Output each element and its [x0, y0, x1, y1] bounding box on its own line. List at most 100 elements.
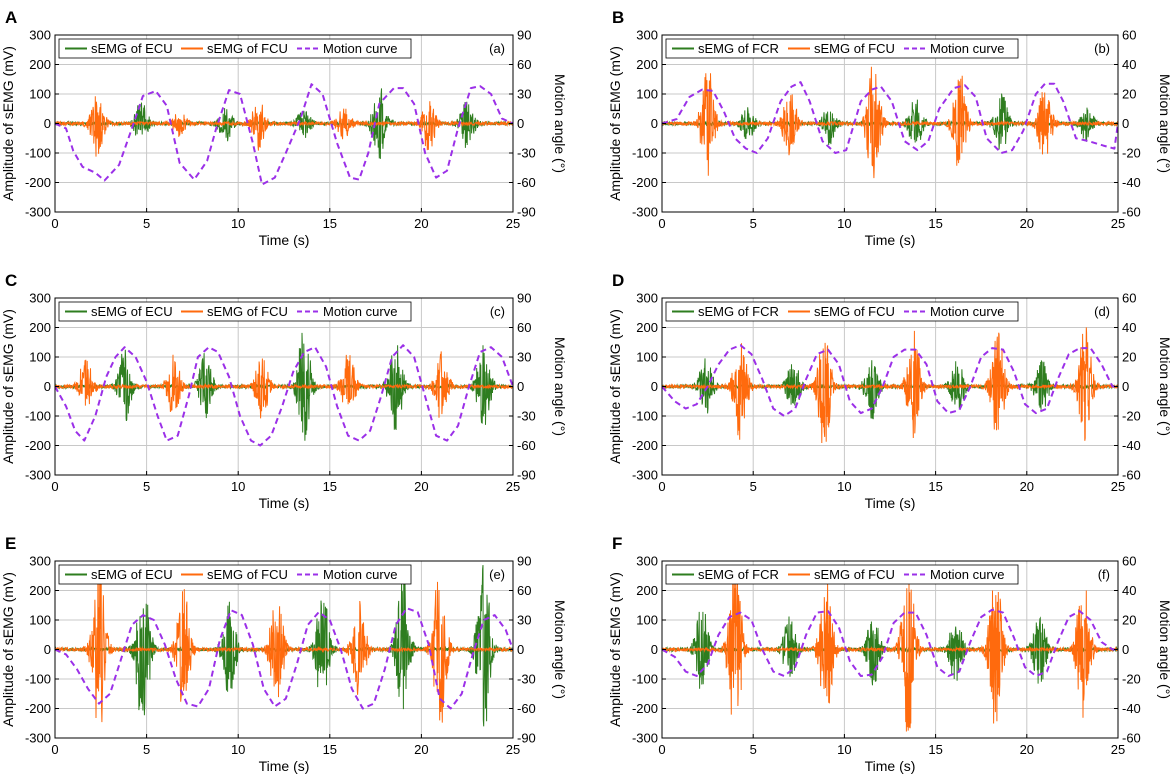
legend-label: sEMG of FCR — [698, 304, 779, 319]
y2-tick-label: 0 — [517, 642, 524, 657]
y-axis-label: Amplitude of sEMG (mV) — [0, 572, 16, 727]
panel-b: B0 5 10 15 20 25-300-200-1000100200300-60-40-… — [607, 8, 1170, 248]
legend: sEMG of ECU sEMG of FCU Motion curve — [58, 564, 412, 585]
y-tick-label: -200 — [632, 701, 658, 716]
y2-tick-label: 0 — [1122, 116, 1129, 131]
y2-axis-label: Motion angle (°) — [1157, 74, 1170, 173]
y2-tick-label: -20 — [1122, 409, 1141, 424]
panel-d: D0 5 10 15 20 25-300-200-1000100200300-60-40-… — [607, 271, 1170, 511]
x-tick-label: 5 — [143, 742, 150, 757]
y-tick-label: 0 — [44, 116, 51, 131]
y2-tick-label: 60 — [517, 320, 531, 335]
y2-tick-label: -40 — [1122, 175, 1141, 190]
y-axis-label: Amplitude of sEMG (mV) — [0, 46, 16, 201]
panel-letter: E — [5, 534, 16, 553]
x-tick-label: 10 — [837, 479, 851, 494]
y2-tick-label: -90 — [517, 731, 536, 746]
y2-axis-label: Motion angle (°) — [1157, 600, 1170, 699]
y2-tick-label: 90 — [517, 554, 531, 569]
y2-tick-label: -20 — [1122, 672, 1141, 687]
legend-box — [58, 564, 412, 585]
x-tick-label: 15 — [928, 742, 942, 757]
x-tick-label: 20 — [414, 216, 428, 231]
y2-axis-label: Motion angle (°) — [1157, 337, 1170, 436]
plot-area — [662, 569, 1118, 732]
legend-label: sEMG of FCU — [814, 567, 895, 582]
y-tick-label: -200 — [25, 175, 51, 190]
y2-tick-label: -60 — [517, 175, 536, 190]
y-axis-label: Amplitude of sEMG (mV) — [607, 572, 623, 727]
panel-f: F0 5 10 15 20 25-300-200-1000100200300-60-40-… — [607, 534, 1170, 774]
y-tick-label: 100 — [29, 350, 51, 365]
panel-letter: D — [612, 271, 624, 290]
y-tick-label: -100 — [632, 146, 658, 161]
legend-label: Motion curve — [323, 304, 397, 319]
plot-area — [55, 332, 513, 447]
y2-tick-label: 20 — [1122, 350, 1136, 365]
y2-tick-label: 40 — [1122, 583, 1136, 598]
y-tick-label: 300 — [29, 291, 51, 306]
y-tick-label: 0 — [651, 116, 658, 131]
x-tick-label: 15 — [323, 742, 337, 757]
y-tick-label: 100 — [29, 87, 51, 102]
panel-tag: (e) — [489, 567, 505, 582]
panel-letter: C — [5, 271, 17, 290]
legend-box — [665, 301, 1019, 322]
x-tick-label: 25 — [506, 742, 520, 757]
x-tick-label: 25 — [506, 216, 520, 231]
legend: sEMG of ECU sEMG of FCU Motion curve — [58, 301, 412, 322]
x-tick-label: 25 — [506, 479, 520, 494]
y-tick-label: 300 — [636, 291, 658, 306]
x-axis-label: Time (s) — [259, 232, 310, 248]
panel-letter: A — [5, 8, 17, 27]
y-tick-label: -300 — [25, 205, 51, 220]
legend: sEMG of ECU sEMG of FCU Motion curve — [58, 38, 412, 59]
series-line-motion-curve — [662, 608, 1118, 677]
x-axis-label: Time (s) — [259, 758, 310, 774]
y-tick-label: 200 — [636, 57, 658, 72]
legend: sEMG of FCR sEMG of FCU Motion curve — [665, 38, 1019, 59]
series-line-motion-curve — [55, 607, 513, 710]
panel-tag: (b) — [1094, 41, 1110, 56]
series-line-semg-of-fcu — [662, 66, 1118, 179]
x-axis-label: Time (s) — [865, 758, 916, 774]
legend: sEMG of FCR sEMG of FCU Motion curve — [665, 564, 1019, 585]
legend-box — [665, 564, 1019, 585]
y-tick-label: 0 — [44, 642, 51, 657]
y2-tick-label: 30 — [517, 87, 531, 102]
series-line-semg-of-fcu — [55, 573, 513, 723]
y2-tick-label: 60 — [517, 57, 531, 72]
y-tick-label: -300 — [632, 468, 658, 483]
y-tick-label: -200 — [25, 701, 51, 716]
y-tick-label: -100 — [25, 672, 51, 687]
y2-tick-label: 0 — [1122, 379, 1129, 394]
x-tick-label: 0 — [51, 216, 58, 231]
y2-tick-label: 0 — [1122, 642, 1129, 657]
y-tick-label: 300 — [29, 28, 51, 43]
y-axis-label: Amplitude of sEMG (mV) — [607, 309, 623, 464]
panel-tag: (f) — [1098, 567, 1110, 582]
x-tick-label: 25 — [1111, 742, 1125, 757]
legend-label: sEMG of ECU — [91, 41, 173, 56]
y2-tick-label: -30 — [517, 409, 536, 424]
y-tick-label: -300 — [632, 205, 658, 220]
legend-label: sEMG of FCU — [814, 304, 895, 319]
x-tick-label: 5 — [750, 479, 757, 494]
series-line-motion-curve — [662, 344, 1118, 417]
series-line-semg-of-fcu — [55, 96, 513, 157]
panel-tag: (a) — [489, 41, 505, 56]
legend-label: Motion curve — [930, 304, 1004, 319]
y-tick-label: 200 — [29, 57, 51, 72]
y-tick-label: -300 — [25, 468, 51, 483]
y-tick-label: 200 — [636, 583, 658, 598]
series-line-motion-curve — [55, 83, 513, 186]
y-tick-label: -200 — [632, 438, 658, 453]
y-tick-label: -100 — [25, 146, 51, 161]
y-axis-label: Amplitude of sEMG (mV) — [0, 309, 16, 464]
y2-tick-label: -40 — [1122, 701, 1141, 716]
y2-tick-label: 40 — [1122, 57, 1136, 72]
legend-box — [58, 301, 412, 322]
series-line-semg-of-fcu — [662, 327, 1118, 444]
y2-tick-label: 30 — [517, 613, 531, 628]
